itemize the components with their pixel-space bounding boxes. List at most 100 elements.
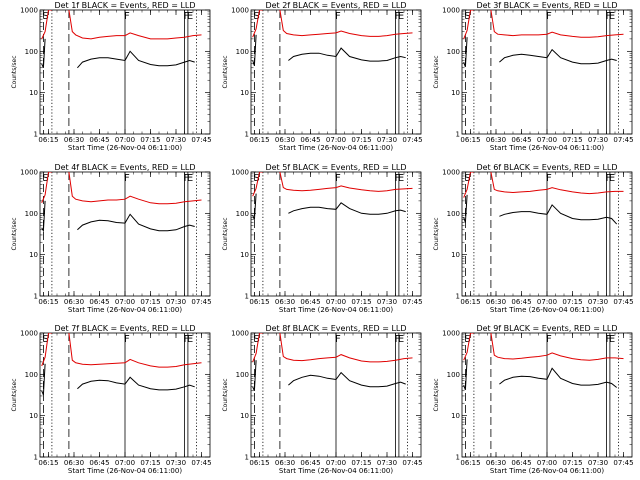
x-tick-label: 07:00 <box>326 298 346 306</box>
y-axis-label: Counts/sec <box>222 217 229 250</box>
lld-rate-line <box>463 172 624 198</box>
x-tick-label: 07:30 <box>588 136 608 144</box>
x-tick-label: 06:45 <box>511 136 531 144</box>
chart-panel-1: Det 1f BLACK = Events, RED = LLD 1 10 100 10… <box>11 1 212 152</box>
x-tick-label: 07:30 <box>377 459 397 467</box>
panel-title: Det 7f BLACK = Events, RED = LLD <box>54 324 195 333</box>
x-tick-label: 07:15 <box>562 298 582 306</box>
x-tick-label: 07:00 <box>326 459 346 467</box>
x-tick-label: 07:00 <box>115 136 135 144</box>
segment-marker-s: S <box>42 173 48 184</box>
panel-title: Det 8f BLACK = Events, RED = LLD <box>265 324 406 333</box>
x-tick-label: 07:00 <box>115 298 135 306</box>
segment-marker-e: E <box>398 11 404 22</box>
x-tick-label: 07:45 <box>613 459 633 467</box>
x-tick-label: 06:45 <box>511 459 531 467</box>
event-rate-line <box>252 193 406 220</box>
x-tick-label: 07:30 <box>377 136 397 144</box>
x-tick-label: 06:30 <box>64 136 84 144</box>
y-tick-label: 1000 <box>442 330 460 338</box>
chart-panel-6: Det 6f BLACK = Events, RED = LLD 1 10 100 10… <box>433 163 634 314</box>
segment-marker-s: S <box>464 11 470 22</box>
segment-marker-f: F <box>546 334 552 345</box>
x-tick-label: 06:15 <box>38 136 58 144</box>
x-tick-label: 06:30 <box>275 136 295 144</box>
x-tick-label: 06:15 <box>249 298 269 306</box>
lld-rate-line <box>41 10 202 40</box>
segment-marker-s: S <box>464 173 470 184</box>
x-tick-label: 06:15 <box>460 459 480 467</box>
y-axis-label: Counts/sec <box>433 378 440 411</box>
segment-marker-f: F <box>395 173 401 184</box>
segment-marker-e: E <box>187 173 193 184</box>
x-axis-label: Start Time (26-Nov-04 06:11:00) <box>490 144 604 152</box>
segment-marker-s: S <box>42 11 48 22</box>
x-tick-label: 07:15 <box>140 298 160 306</box>
y-tick-label: 1 <box>34 293 38 301</box>
segment-marker-f: F <box>124 334 130 345</box>
x-axis-label: Start Time (26-Nov-04 06:11:00) <box>279 144 393 152</box>
y-axis-label: Counts/sec <box>433 55 440 88</box>
x-tick-label: 06:15 <box>460 298 480 306</box>
event-rate-line <box>463 194 618 225</box>
x-tick-label: 07:15 <box>562 136 582 144</box>
lld-rate-line <box>463 333 624 361</box>
x-axis-label: Start Time (26-Nov-04 06:11:00) <box>490 467 604 475</box>
y-tick-label: 1 <box>245 454 249 462</box>
y-tick-label: 10 <box>451 412 460 420</box>
x-tick-label: 06:45 <box>300 459 320 467</box>
event-rate-line <box>463 359 618 391</box>
segment-marker-e: E <box>398 334 404 345</box>
panel-title: Det 9f BLACK = Events, RED = LLD <box>476 324 617 333</box>
x-tick-label: 07:30 <box>588 459 608 467</box>
panel-title: Det 4f BLACK = Events, RED = LLD <box>54 163 195 172</box>
x-tick-label: 07:15 <box>562 459 582 467</box>
y-tick-label: 1 <box>245 293 249 301</box>
segment-marker-f: F <box>335 334 341 345</box>
y-axis-label: Counts/sec <box>11 55 18 88</box>
x-tick-label: 06:15 <box>249 136 269 144</box>
x-tick-label: 07:00 <box>537 459 557 467</box>
segment-marker-f: F <box>184 173 190 184</box>
segment-marker-e: E <box>187 334 193 345</box>
x-tick-label: 07:30 <box>166 136 186 144</box>
y-tick-label: 1000 <box>231 169 249 177</box>
chart-panel-2: Det 2f BLACK = Events, RED = LLD 1 10 100 10… <box>222 1 423 152</box>
y-tick-label: 10 <box>240 412 249 420</box>
segment-marker-e: E <box>609 11 615 22</box>
lld-rate-line <box>41 172 202 205</box>
x-tick-label: 07:30 <box>588 298 608 306</box>
segment-marker-f: F <box>606 11 612 22</box>
segment-marker-f: F <box>335 173 341 184</box>
panel-title: Det 6f BLACK = Events, RED = LLD <box>476 163 617 172</box>
segment-marker-f: F <box>606 334 612 345</box>
segment-marker-s: S <box>253 334 259 345</box>
x-tick-label: 06:30 <box>486 298 506 306</box>
x-tick-label: 06:30 <box>64 459 84 467</box>
chart-panel-7: Det 7f BLACK = Events, RED = LLD 1 10 100 10… <box>11 324 212 475</box>
x-tick-label: 06:30 <box>486 459 506 467</box>
x-tick-label: 07:30 <box>377 298 397 306</box>
chart-panel-3: Det 3f BLACK = Events, RED = LLD 1 10 100 10… <box>433 1 634 152</box>
x-tick-label: 07:15 <box>351 459 371 467</box>
y-tick-label: 10 <box>29 251 38 259</box>
y-tick-label: 10 <box>240 89 249 97</box>
x-tick-label: 06:15 <box>38 298 58 306</box>
x-axis-label: Start Time (26-Nov-04 06:11:00) <box>68 144 182 152</box>
x-tick-label: 07:15 <box>351 298 371 306</box>
y-axis-label: Counts/sec <box>11 217 18 250</box>
segment-marker-e: E <box>609 173 615 184</box>
x-tick-label: 06:45 <box>511 298 531 306</box>
segment-marker-f: F <box>124 11 130 22</box>
x-tick-label: 07:45 <box>191 298 211 306</box>
y-tick-label: 1 <box>34 454 38 462</box>
y-tick-label: 100 <box>236 371 249 379</box>
x-tick-label: 07:45 <box>613 136 633 144</box>
y-tick-label: 100 <box>236 210 249 218</box>
segment-marker-f: F <box>335 11 341 22</box>
segment-marker-f: F <box>184 11 190 22</box>
lld-rate-line <box>463 10 624 40</box>
event-rate-line <box>252 360 406 391</box>
chart-panel-5: Det 5f BLACK = Events, RED = LLD 1 10 100 10… <box>222 163 423 314</box>
y-tick-label: 1 <box>456 454 460 462</box>
